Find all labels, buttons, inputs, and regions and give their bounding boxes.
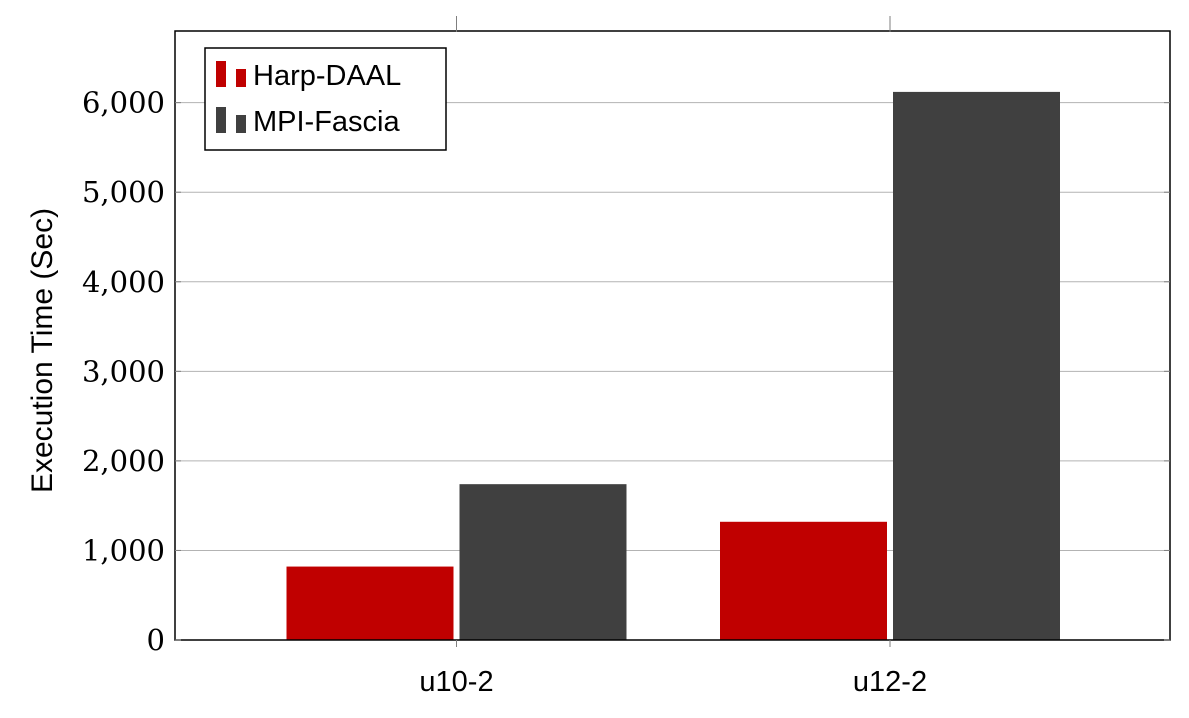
y-tick-label: 4,000	[82, 265, 165, 299]
y-tick-labels: 0 1,000 2,000 3,000 4,000 5,000 6,000	[82, 86, 165, 657]
legend-swatch-mpi-fascia	[236, 115, 246, 133]
legend-items: Harp-DAAL MPI-Fascia	[216, 60, 401, 138]
y-tick-label: 5,000	[82, 175, 165, 209]
x-tick-label: u12-2	[853, 666, 927, 698]
legend-swatch-harp-daal	[236, 69, 246, 87]
plot-frame	[174, 30, 1171, 641]
y-tick-label: 3,000	[82, 354, 165, 388]
legend: Harp-DAAL MPI-Fascia	[204, 47, 447, 151]
y-tick-label: 6,000	[82, 86, 165, 120]
bars	[286, 91, 1060, 640]
y-tick-label: 2,000	[82, 444, 165, 478]
y-axis-title: Execution Time (Sec)	[26, 208, 59, 493]
y-tick-label: 0	[147, 623, 165, 657]
x-tick-label: u10-2	[419, 666, 493, 698]
bar-harp-daal-u12-2	[720, 521, 887, 640]
bar-mpi-fascia-u10-2	[459, 484, 627, 640]
bar-harp-daal-u10-2	[286, 566, 454, 640]
x-tick-labels: u10-2 u12-2	[419, 666, 927, 698]
legend-swatch-mpi-fascia	[216, 107, 226, 133]
ticks	[175, 16, 1170, 647]
legend-swatch-harp-daal	[216, 61, 226, 87]
bar-mpi-fascia-u12-2	[893, 91, 1060, 640]
legend-label-mpi-fascia: MPI-Fascia	[253, 106, 401, 138]
legend-label-harp-daal: Harp-DAAL	[253, 60, 401, 92]
y-tick-label: 1,000	[82, 533, 165, 567]
